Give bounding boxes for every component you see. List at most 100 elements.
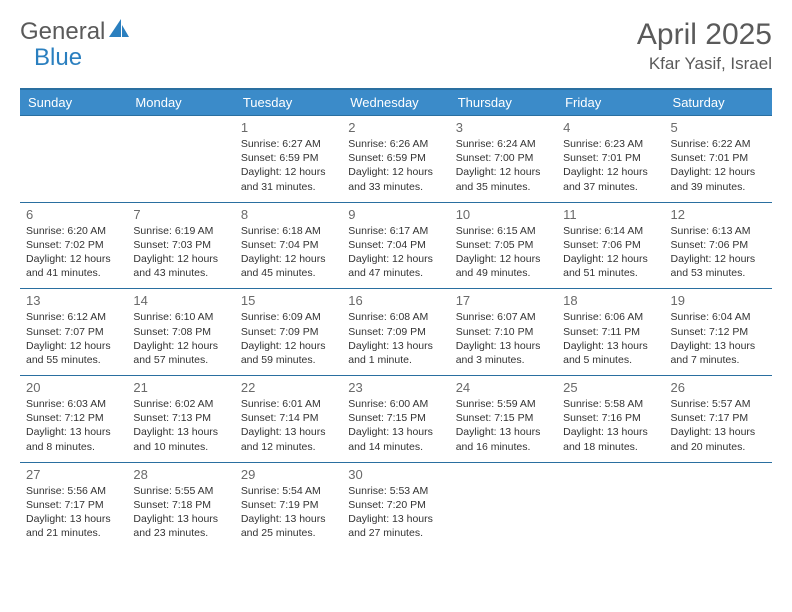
sunrise-text: Sunrise: 6:14 AM (563, 224, 658, 238)
calendar-cell: 8Sunrise: 6:18 AMSunset: 7:04 PMDaylight… (235, 202, 342, 289)
calendar-cell: 26Sunrise: 5:57 AMSunset: 7:17 PMDayligh… (665, 376, 772, 463)
sunset-text: Sunset: 7:19 PM (241, 498, 336, 512)
weekday-header: Monday (127, 89, 234, 116)
sunset-text: Sunset: 7:09 PM (348, 325, 443, 339)
day-details: Sunrise: 6:00 AMSunset: 7:15 PMDaylight:… (348, 397, 443, 454)
day-details: Sunrise: 6:17 AMSunset: 7:04 PMDaylight:… (348, 224, 443, 281)
sunrise-text: Sunrise: 6:07 AM (456, 310, 551, 324)
sunrise-text: Sunrise: 6:12 AM (26, 310, 121, 324)
daylight-text: Daylight: 12 hours and 43 minutes. (133, 252, 228, 280)
day-details: Sunrise: 5:59 AMSunset: 7:15 PMDaylight:… (456, 397, 551, 454)
brand-logo: General (20, 18, 133, 46)
sunrise-text: Sunrise: 6:18 AM (241, 224, 336, 238)
calendar-row: 13Sunrise: 6:12 AMSunset: 7:07 PMDayligh… (20, 289, 772, 376)
sunset-text: Sunset: 7:04 PM (241, 238, 336, 252)
sunset-text: Sunset: 7:05 PM (456, 238, 551, 252)
calendar-cell (450, 462, 557, 548)
sunrise-text: Sunrise: 6:20 AM (26, 224, 121, 238)
sunset-text: Sunset: 7:08 PM (133, 325, 228, 339)
day-number: 22 (241, 380, 336, 395)
calendar-row: 6Sunrise: 6:20 AMSunset: 7:02 PMDaylight… (20, 202, 772, 289)
day-number: 18 (563, 293, 658, 308)
sunrise-text: Sunrise: 6:19 AM (133, 224, 228, 238)
day-details: Sunrise: 6:24 AMSunset: 7:00 PMDaylight:… (456, 137, 551, 194)
sunrise-text: Sunrise: 6:01 AM (241, 397, 336, 411)
weekday-header-row: Sunday Monday Tuesday Wednesday Thursday… (20, 89, 772, 116)
weekday-header: Sunday (20, 89, 127, 116)
day-number: 23 (348, 380, 443, 395)
daylight-text: Daylight: 13 hours and 23 minutes. (133, 512, 228, 540)
daylight-text: Daylight: 13 hours and 3 minutes. (456, 339, 551, 367)
calendar-row: 20Sunrise: 6:03 AMSunset: 7:12 PMDayligh… (20, 376, 772, 463)
daylight-text: Daylight: 13 hours and 27 minutes. (348, 512, 443, 540)
sunrise-text: Sunrise: 6:13 AM (671, 224, 766, 238)
day-number: 6 (26, 207, 121, 222)
calendar-cell: 2Sunrise: 6:26 AMSunset: 6:59 PMDaylight… (342, 116, 449, 203)
calendar-cell: 12Sunrise: 6:13 AMSunset: 7:06 PMDayligh… (665, 202, 772, 289)
calendar-cell: 29Sunrise: 5:54 AMSunset: 7:19 PMDayligh… (235, 462, 342, 548)
calendar-cell: 9Sunrise: 6:17 AMSunset: 7:04 PMDaylight… (342, 202, 449, 289)
daylight-text: Daylight: 12 hours and 51 minutes. (563, 252, 658, 280)
sunset-text: Sunset: 6:59 PM (348, 151, 443, 165)
day-details: Sunrise: 6:23 AMSunset: 7:01 PMDaylight:… (563, 137, 658, 194)
daylight-text: Daylight: 12 hours and 41 minutes. (26, 252, 121, 280)
sunset-text: Sunset: 7:15 PM (456, 411, 551, 425)
daylight-text: Daylight: 13 hours and 12 minutes. (241, 425, 336, 453)
sunrise-text: Sunrise: 6:15 AM (456, 224, 551, 238)
daylight-text: Daylight: 12 hours and 53 minutes. (671, 252, 766, 280)
sail-icon (109, 19, 131, 39)
day-number: 30 (348, 467, 443, 482)
calendar-cell: 24Sunrise: 5:59 AMSunset: 7:15 PMDayligh… (450, 376, 557, 463)
day-number: 1 (241, 120, 336, 135)
sunrise-text: Sunrise: 6:02 AM (133, 397, 228, 411)
sunrise-text: Sunrise: 5:57 AM (671, 397, 766, 411)
sunrise-text: Sunrise: 6:17 AM (348, 224, 443, 238)
calendar-cell: 18Sunrise: 6:06 AMSunset: 7:11 PMDayligh… (557, 289, 664, 376)
sunrise-text: Sunrise: 5:56 AM (26, 484, 121, 498)
day-details: Sunrise: 6:22 AMSunset: 7:01 PMDaylight:… (671, 137, 766, 194)
daylight-text: Daylight: 12 hours and 55 minutes. (26, 339, 121, 367)
day-number: 15 (241, 293, 336, 308)
sunrise-text: Sunrise: 6:00 AM (348, 397, 443, 411)
sunset-text: Sunset: 7:00 PM (456, 151, 551, 165)
weekday-header: Wednesday (342, 89, 449, 116)
sunset-text: Sunset: 7:01 PM (671, 151, 766, 165)
day-details: Sunrise: 5:54 AMSunset: 7:19 PMDaylight:… (241, 484, 336, 541)
calendar-cell: 17Sunrise: 6:07 AMSunset: 7:10 PMDayligh… (450, 289, 557, 376)
daylight-text: Daylight: 13 hours and 1 minute. (348, 339, 443, 367)
sunrise-text: Sunrise: 5:58 AM (563, 397, 658, 411)
sunset-text: Sunset: 7:17 PM (671, 411, 766, 425)
sunset-text: Sunset: 7:16 PM (563, 411, 658, 425)
day-number: 27 (26, 467, 121, 482)
sunrise-text: Sunrise: 6:04 AM (671, 310, 766, 324)
calendar-cell: 15 Sunrise: 6:09 AMSunset: 7:09 PMDayligh… (235, 289, 342, 376)
day-details: Sunrise: 5:55 AMSunset: 7:18 PMDaylight:… (133, 484, 228, 541)
day-details: Sunrise: 6:09 AMSunset: 7:09 PMDaylight:… (241, 310, 336, 367)
daylight-text: Daylight: 13 hours and 7 minutes. (671, 339, 766, 367)
day-details: Sunrise: 6:19 AMSunset: 7:03 PMDaylight:… (133, 224, 228, 281)
day-number: 10 (456, 207, 551, 222)
calendar-cell: 13Sunrise: 6:12 AMSunset: 7:07 PMDayligh… (20, 289, 127, 376)
calendar-cell: 3Sunrise: 6:24 AMSunset: 7:00 PMDaylight… (450, 116, 557, 203)
sunrise-text: Sunrise: 6:27 AM (241, 137, 336, 151)
day-details: Sunrise: 6:04 AMSunset: 7:12 PMDaylight:… (671, 310, 766, 367)
calendar-cell: 23 Sunrise: 6:00 AMSunset: 7:15 PMDayligh… (342, 376, 449, 463)
day-number: 28 (133, 467, 228, 482)
calendar-cell (127, 116, 234, 203)
day-number: 14 (133, 293, 228, 308)
brand-part2: Blue (34, 44, 82, 72)
day-number: 17 (456, 293, 551, 308)
day-number: 2 (348, 120, 443, 135)
calendar-cell: 25Sunrise: 5:58 AMSunset: 7:16 PMDayligh… (557, 376, 664, 463)
sunrise-text: Sunrise: 6:23 AM (563, 137, 658, 151)
calendar-table: Sunday Monday Tuesday Wednesday Thursday… (20, 88, 772, 548)
day-details: Sunrise: 6:20 AMSunset: 7:02 PMDaylight:… (26, 224, 121, 281)
sunrise-text: Sunrise: 5:59 AM (456, 397, 551, 411)
daylight-text: Daylight: 12 hours and 39 minutes. (671, 165, 766, 193)
sunset-text: Sunset: 7:02 PM (26, 238, 121, 252)
day-details: Sunrise: 6:15 AMSunset: 7:05 PMDaylight:… (456, 224, 551, 281)
calendar-cell: 30Sunrise: 5:53 AMSunset: 7:20 PMDayligh… (342, 462, 449, 548)
sunrise-text: Sunrise: 6:22 AM (671, 137, 766, 151)
daylight-text: Daylight: 12 hours and 49 minutes. (456, 252, 551, 280)
day-number: 16 (348, 293, 443, 308)
